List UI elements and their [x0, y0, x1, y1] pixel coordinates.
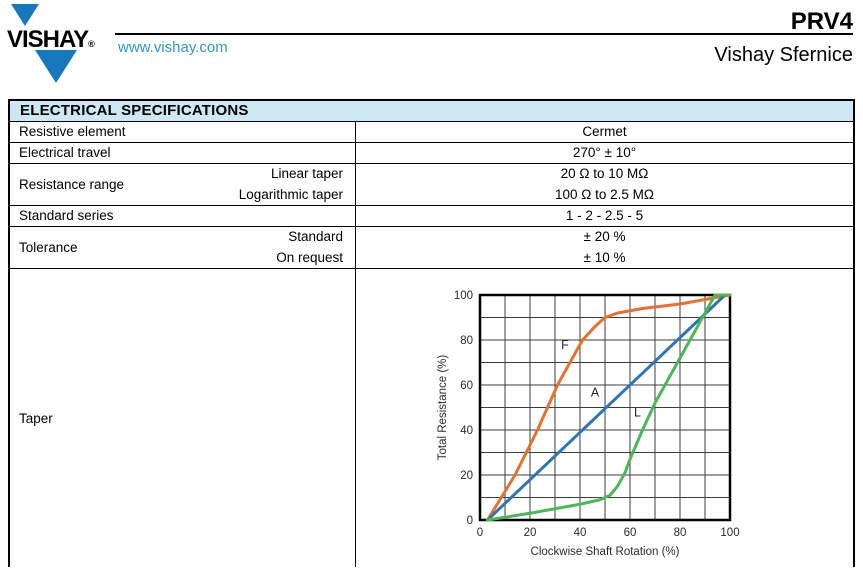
row-label-tolerance: Tolerance — [19, 240, 78, 255]
svg-text:80: 80 — [673, 527, 686, 539]
svg-text:100: 100 — [720, 527, 739, 539]
svg-text:L: L — [634, 406, 641, 420]
division-name: Vishay Sfernice — [714, 44, 853, 66]
svg-text:20: 20 — [523, 527, 536, 539]
row-value-linear-range: 20 Ω to 10 MΩ — [560, 166, 649, 181]
table-row: Resistance range Linear taper Logarithmi… — [10, 164, 853, 206]
logo-triangle-top-icon — [11, 4, 39, 26]
sublabel-on-request: On request — [276, 249, 343, 265]
row-value-standard-series: 1 - 2 - 2.5 - 5 — [565, 208, 644, 223]
row-label-standard-series: Standard series — [10, 206, 356, 226]
svg-text:60: 60 — [460, 380, 473, 392]
row-value-resistive-element: Cermet — [582, 124, 627, 139]
sublabel-standard: Standard — [288, 229, 343, 244]
website-link[interactable]: www.vishay.com — [118, 39, 228, 56]
svg-text:0: 0 — [476, 527, 482, 539]
table-row: Standard series 1 - 2 - 2.5 - 5 — [10, 206, 853, 227]
row-label-electrical-travel: Electrical travel — [10, 143, 356, 163]
svg-text:A: A — [590, 385, 599, 399]
svg-text:40: 40 — [573, 527, 586, 539]
sublabel-linear-taper: Linear taper — [270, 166, 343, 181]
svg-text:20: 20 — [460, 470, 473, 482]
svg-text:100: 100 — [453, 290, 472, 302]
registered-mark: ® — [88, 39, 95, 49]
brand-wordmark: VISHAY® — [7, 26, 95, 53]
row-label-resistive-element: Resistive element — [10, 122, 356, 142]
row-label-resistance-range: Resistance range — [19, 177, 125, 192]
row-label-taper: Taper — [10, 269, 356, 567]
row-value-tolerance-standard: ± 20 % — [583, 229, 626, 244]
taper-chart: F A L 0 0 20 20 40 40 60 60 80 80 100 100 Clockwise Sha… — [435, 282, 775, 567]
row-value-tolerance-on-request: ± 10 % — [583, 249, 626, 265]
svg-text:Clockwise Shaft Rotation (%): Clockwise Shaft Rotation (%) — [530, 546, 679, 558]
svg-text:0: 0 — [466, 515, 472, 527]
svg-text:F: F — [561, 338, 569, 352]
svg-text:Total Resistance (%): Total Resistance (%) — [437, 355, 449, 461]
logo-triangle-bottom-icon — [35, 50, 77, 83]
electrical-specifications-table: ELECTRICAL SPECIFICATIONS Resistive elem… — [8, 99, 855, 567]
part-number: PRV4 — [790, 8, 853, 35]
table-row: Electrical travel 270° ± 10° — [10, 143, 853, 164]
table-row: Resistive element Cermet — [10, 122, 853, 143]
header-rule — [115, 33, 853, 35]
table-row: Taper F A L 0 0 20 20 40 40 60 60 80 80 100 100 Clockwi… — [10, 269, 853, 567]
svg-text:60: 60 — [623, 527, 636, 539]
svg-text:80: 80 — [460, 335, 473, 347]
table-title: ELECTRICAL SPECIFICATIONS — [10, 101, 853, 122]
table-row: Tolerance Standard On request ± 20 % ± 1… — [10, 227, 853, 269]
row-value-electrical-travel: 270° ± 10° — [572, 145, 637, 160]
sublabel-logarithmic-taper: Logarithmic taper — [238, 186, 343, 202]
svg-text:40: 40 — [460, 425, 473, 437]
row-value-logarithmic-range: 100 Ω to 2.5 MΩ — [555, 186, 654, 202]
